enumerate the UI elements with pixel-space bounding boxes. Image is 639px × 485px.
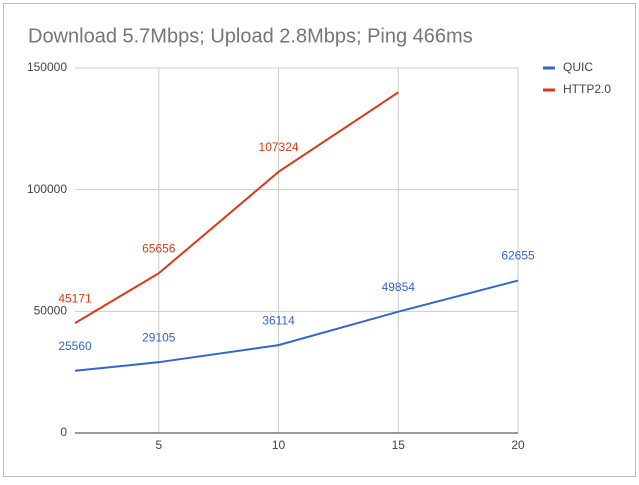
legend-label: HTTP2.0 [563, 82, 611, 96]
data-line [74, 91, 399, 324]
data-label: 62655 [501, 249, 535, 263]
legend-label: QUIC [563, 60, 593, 74]
x-tick-label: 15 [392, 438, 406, 452]
data-label: 45171 [58, 291, 92, 305]
chart-title: Download 5.7Mbps; Upload 2.8Mbps; Ping 4… [28, 25, 473, 47]
y-tick-label: 150000 [27, 60, 67, 74]
chart-border [3, 3, 636, 477]
data-label: 29105 [142, 330, 176, 344]
data-label: 65656 [142, 241, 176, 255]
data-label: 49854 [382, 280, 416, 294]
data-label: 107324 [259, 140, 299, 154]
data-line [74, 279, 519, 372]
y-tick-label: 100000 [27, 182, 67, 196]
x-tick-label: 10 [272, 438, 286, 452]
y-tick-label: 0 [60, 425, 67, 439]
y-tick-label: 50000 [34, 304, 68, 318]
data-label: 36114 [262, 313, 295, 327]
data-label: 25560 [58, 339, 92, 353]
x-tick-label: 5 [155, 438, 162, 452]
x-tick-label: 20 [511, 438, 525, 452]
